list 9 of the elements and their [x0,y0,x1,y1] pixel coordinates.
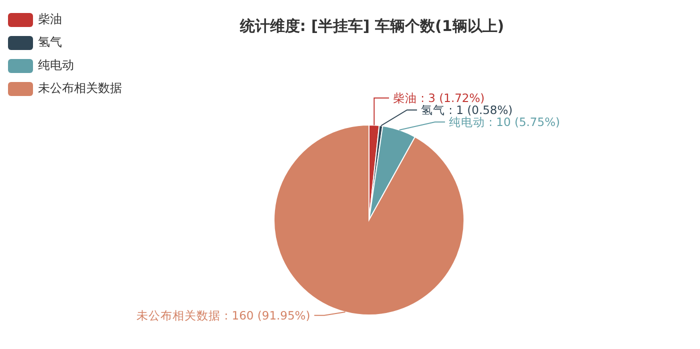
category-label: 氢气 : 1 (0.58%) [421,103,513,117]
legend-label: 氢气 [38,34,62,51]
category-label: 柴油 : 3 (1.72%) [393,91,485,105]
legend-label: 未公布相关数据 [38,80,122,97]
legend-label: 纯电动 [38,57,74,74]
legend-label: 柴油 [38,11,62,28]
category-label: 纯电动 : 10 (5.75%) [449,115,560,129]
category-label: 未公布相关数据 : 160 (91.95%) [136,308,310,322]
chart-title: 统计维度: [半挂车] 车辆个数(1辆以上) [238,17,504,35]
